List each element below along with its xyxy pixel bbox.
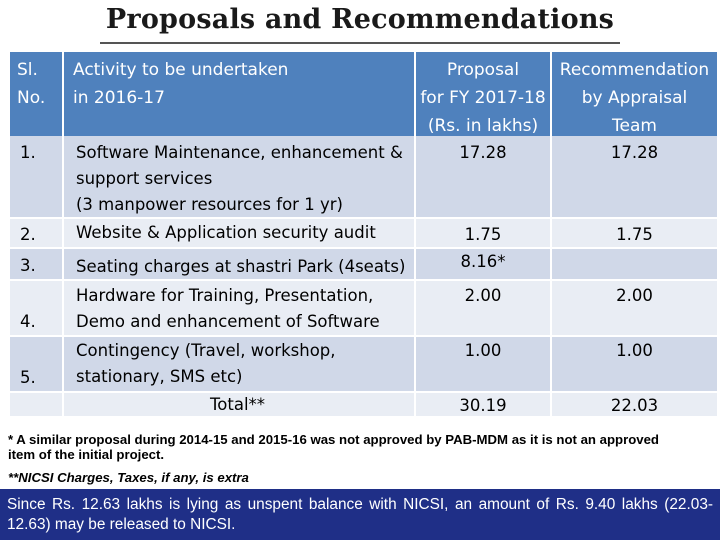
row-separator [10, 247, 717, 249]
row-band-total [10, 392, 717, 416]
header-proposal: Proposal for FY 2017-18 (Rs. in lakhs) [420, 60, 546, 136]
row-2-activity: Website & Application security audit [76, 223, 376, 242]
row-separator [10, 391, 717, 393]
row-band-4 [10, 280, 717, 336]
row-4-recommendation: 2.00 [616, 286, 653, 305]
footnote-nicsi-charges: **NICSI Charges, Taxes, if any, is extra [8, 470, 249, 485]
total-recommendation: 22.03 [610, 396, 659, 415]
row-2-sl: 2. [20, 225, 36, 244]
row-band-1 [10, 136, 717, 218]
footer-text: Since Rs. 12.63 lakhs is lying as unspen… [7, 496, 713, 533]
proposals-table: Sl. No. Activity to be undertaken in 201… [10, 52, 717, 416]
table-header [10, 52, 717, 136]
row-4-sl: 4. [20, 312, 36, 331]
row-1-recommendation: 17.28 [610, 143, 659, 162]
row-band-2 [10, 218, 717, 248]
row-4-activity: Hardware for Training, Presentation, Dem… [76, 286, 380, 331]
row-separator [10, 335, 717, 337]
row-3-activity: Seating charges at shastri Park (4seats) [76, 257, 406, 276]
row-5-recommendation: 1.00 [616, 341, 653, 360]
column-separator [414, 52, 416, 416]
row-5-activity: Contingency (Travel, workshop, stationar… [76, 341, 336, 386]
page-title: Proposals and Recommendations [105, 4, 615, 35]
row-1-sl: 1. [20, 143, 36, 162]
row-5-sl: 5. [20, 368, 36, 387]
header-recommendation: Recommendation by Appraisal Team [559, 60, 710, 136]
row-1-activity: Software Maintenance, enhancement & supp… [76, 143, 403, 214]
row-separator [10, 217, 717, 219]
footnote-approval: * A similar proposal during 2014-15 and … [8, 432, 659, 462]
footer-banner: Since Rs. 12.63 lakhs is lying as unspen… [0, 489, 720, 540]
row-band-5 [10, 336, 717, 392]
row-4-proposal: 2.00 [464, 286, 502, 305]
column-separator [62, 52, 64, 416]
row-band-3 [10, 248, 717, 280]
row-separator [10, 279, 717, 281]
row-3-sl: 3. [20, 256, 36, 275]
total-proposal: 30.19 [459, 396, 507, 415]
row-3-proposal: 8.16* [460, 252, 506, 271]
title-underline [100, 42, 620, 44]
row-2-recommendation: 1.75 [616, 225, 653, 244]
header-sl-no: Sl. No. [17, 60, 46, 108]
total-label: Total** [210, 395, 266, 414]
column-separator [550, 52, 552, 416]
row-1-proposal: 17.28 [459, 143, 507, 162]
header-activity: Activity to be undertaken in 2016-17 [73, 60, 289, 108]
row-5-proposal: 1.00 [464, 341, 502, 360]
row-2-proposal: 1.75 [464, 225, 502, 244]
